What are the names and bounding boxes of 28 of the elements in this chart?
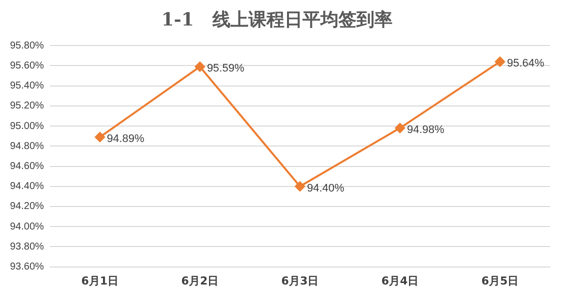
data-label: 94.89% <box>106 133 144 146</box>
y-tick-label: 94.60% <box>10 161 44 172</box>
y-tick-label: 94.80% <box>10 140 44 152</box>
data-label: 94.98% <box>406 124 444 136</box>
y-tick-label: 95.40% <box>10 80 44 92</box>
data-label: 95.59% <box>206 62 244 75</box>
y-tick-label: 93.60% <box>10 262 44 273</box>
y-tick-label: 95.80% <box>10 40 44 52</box>
y-tick-label: 94.40% <box>10 181 44 192</box>
y-tick-label: 95.60% <box>10 60 44 72</box>
y-tick-label: 95.00% <box>10 120 44 132</box>
chart-title: 1-1 线上课程日平均签到率 <box>161 9 393 30</box>
point <box>394 123 405 134</box>
y-tick-label: 94.00% <box>10 221 44 232</box>
data-label: 94.40% <box>306 182 344 194</box>
data-label: 95.64% <box>506 58 545 70</box>
point <box>494 56 505 67</box>
point <box>94 132 105 142</box>
x-tick-label: 6月1日 <box>81 274 119 288</box>
y-tick-label: 93.80% <box>10 241 44 252</box>
x-tick-label: 6月3日 <box>281 274 319 288</box>
y-tick-label: 94.20% <box>10 201 44 212</box>
y-tick-label: 95.20% <box>10 100 44 112</box>
point <box>294 181 305 192</box>
x-tick-label: 6月2日 <box>181 274 219 288</box>
x-tick-label: 6月5日 <box>481 274 519 288</box>
x-tick-label: 6月4日 <box>381 274 419 288</box>
point <box>194 62 205 72</box>
